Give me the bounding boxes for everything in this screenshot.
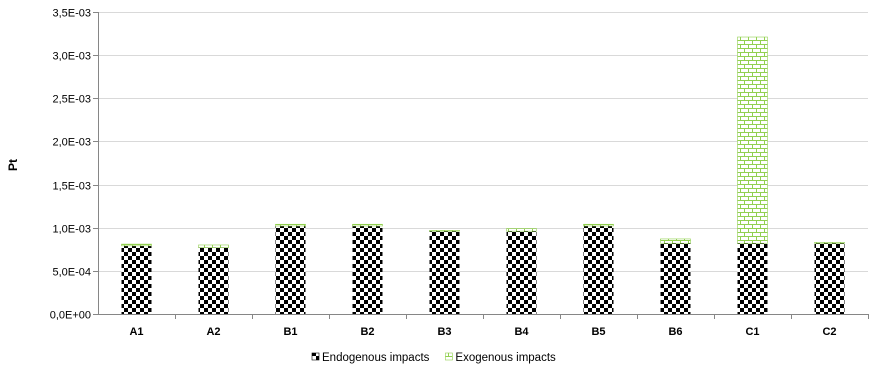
y-axis-title: Pt: [6, 159, 20, 171]
bar-exogenous-c2: [814, 242, 845, 244]
legend-label-exogenous: Exogenous impacts: [455, 352, 556, 364]
axes: 0,0E+00 5,0E-04 1,0E-03 1,5E-03 2,0E-03 2,5E-…: [50, 8, 869, 338]
bar-exogenous-c1: [737, 36, 768, 244]
bar-endogenous-b1: [275, 225, 306, 314]
x-tick-label: A2: [206, 326, 220, 338]
x-tick-label: A1: [129, 326, 143, 338]
bar-endogenous-b5: [583, 225, 614, 314]
x-tick-label: B2: [360, 326, 374, 338]
x-tick-label: B6: [668, 326, 682, 338]
y-tick-label: 2,5E-03: [52, 94, 91, 106]
bars: [121, 36, 845, 314]
gridlines: [98, 12, 868, 272]
bar-endogenous-b4: [506, 231, 537, 314]
y-tick-label: 1,5E-03: [52, 181, 91, 193]
bar-exogenous-b2: [352, 223, 383, 227]
bar-exogenous-a2: [198, 244, 229, 248]
y-tick-label: 3,5E-03: [52, 8, 91, 20]
legend: Endogenous impacts Exogenous impacts: [311, 352, 556, 364]
y-tick-label: 3,0E-03: [52, 51, 91, 63]
legend-swatch-endogenous: [311, 352, 320, 361]
bar-exogenous-b4: [506, 228, 537, 232]
legend-swatch-exogenous: [445, 352, 453, 361]
x-tick-label: B4: [514, 326, 529, 338]
y-tick-label: 1,0E-03: [52, 224, 91, 236]
bar-endogenous-a1: [121, 245, 152, 314]
x-tick-label: B3: [437, 326, 451, 338]
y-tick-label: 2,0E-03: [52, 137, 91, 149]
y-tick-label: 0,0E+00: [50, 310, 91, 322]
bar-exogenous-b1: [275, 223, 306, 227]
bar-exogenous-a1: [121, 243, 152, 247]
bar-endogenous-b2: [352, 225, 383, 314]
x-tick-label: B5: [591, 326, 605, 338]
bar-exogenous-b6: [660, 238, 691, 244]
bar-endogenous-c2: [814, 243, 845, 314]
bar-endogenous-b3: [429, 231, 460, 314]
bar-endogenous-a2: [198, 247, 229, 314]
x-tick-label: C2: [822, 326, 836, 338]
x-tick-label: C1: [745, 326, 759, 338]
bar-exogenous-b3: [429, 230, 460, 232]
legend-label-endogenous: Endogenous impacts: [322, 352, 430, 364]
bar-endogenous-b6: [660, 243, 691, 314]
x-tick-label: B1: [283, 326, 297, 338]
bar-endogenous-c1: [737, 243, 768, 314]
y-tick-label: 5,0E-04: [52, 267, 91, 279]
bar-exogenous-b5: [583, 223, 614, 227]
